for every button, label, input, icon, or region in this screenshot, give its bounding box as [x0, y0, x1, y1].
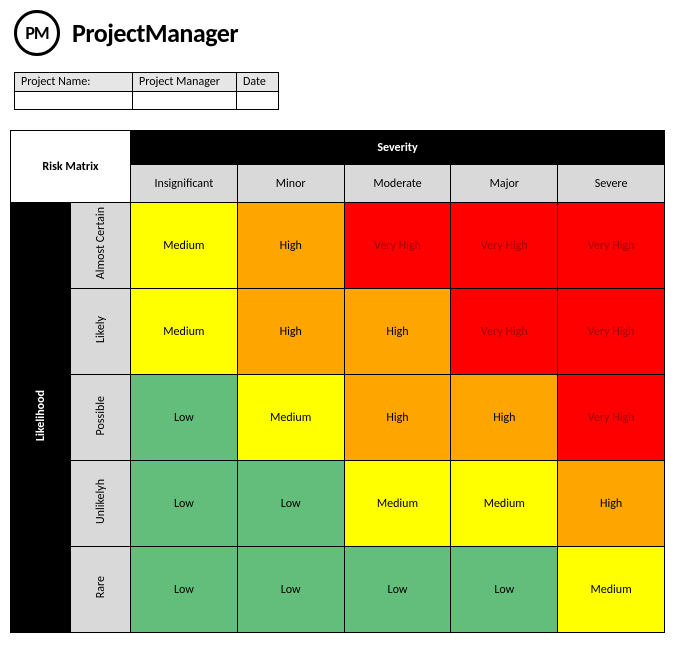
meta-header-project-name: Project Name:	[15, 73, 133, 92]
risk-cell: Very High	[451, 289, 558, 375]
risk-cell: Medium	[131, 289, 238, 375]
risk-cell: High	[558, 461, 665, 547]
severity-col-major: Major	[451, 165, 558, 203]
meta-header-project-manager: Project Manager	[133, 73, 237, 92]
likelihood-header: Likelihood	[11, 203, 71, 633]
risk-cell: Very High	[344, 203, 451, 289]
risk-cell: High	[237, 203, 344, 289]
severity-header: Severity	[131, 131, 665, 165]
likelihood-row-likely: Likely	[71, 289, 131, 375]
risk-cell: Very High	[558, 375, 665, 461]
logo-icon: PM	[14, 10, 60, 56]
risk-cell: High	[344, 289, 451, 375]
risk-cell: Very High	[558, 289, 665, 375]
matrix-corner-label: Risk Matrix	[11, 131, 131, 203]
risk-cell: High	[344, 375, 451, 461]
risk-cell: Low	[237, 461, 344, 547]
risk-cell: Medium	[451, 461, 558, 547]
likelihood-row-unlikelyh: Unlikelyh	[71, 461, 131, 547]
risk-cell: Low	[131, 547, 238, 633]
severity-col-insignificant: Insignificant	[131, 165, 238, 203]
risk-cell: Medium	[558, 547, 665, 633]
meta-value-project-name[interactable]	[15, 92, 133, 110]
severity-col-severe: Severe	[558, 165, 665, 203]
risk-cell: Low	[131, 461, 238, 547]
risk-cell: Low	[237, 547, 344, 633]
risk-cell: High	[451, 375, 558, 461]
project-meta-table: Project Name: Project Manager Date	[14, 72, 279, 110]
likelihood-row-possible: Possible	[71, 375, 131, 461]
meta-value-project-manager[interactable]	[133, 92, 237, 110]
meta-header-date: Date	[237, 73, 279, 92]
likelihood-row-almost-certain: Almost Certain	[71, 203, 131, 289]
severity-col-minor: Minor	[237, 165, 344, 203]
risk-cell: Medium	[237, 375, 344, 461]
risk-cell: High	[237, 289, 344, 375]
meta-value-date[interactable]	[237, 92, 279, 110]
risk-cell: Very High	[451, 203, 558, 289]
risk-cell: Low	[131, 375, 238, 461]
brand-name: ProjectManager	[72, 17, 238, 49]
severity-col-moderate: Moderate	[344, 165, 451, 203]
brand-header: PM ProjectManager	[14, 10, 665, 56]
risk-cell: Medium	[131, 203, 238, 289]
risk-cell: Low	[451, 547, 558, 633]
risk-cell: Medium	[344, 461, 451, 547]
risk-cell: Very High	[558, 203, 665, 289]
likelihood-row-rare: Rare	[71, 547, 131, 633]
risk-cell: Low	[344, 547, 451, 633]
risk-matrix-table: Risk Matrix Severity InsignificantMinorM…	[10, 130, 665, 633]
